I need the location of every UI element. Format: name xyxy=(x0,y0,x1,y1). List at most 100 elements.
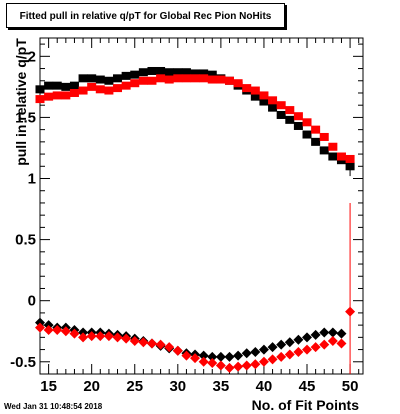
data-point-square xyxy=(224,76,234,85)
data-point-diamond xyxy=(293,334,304,345)
data-point-square xyxy=(87,74,97,83)
data-point-square xyxy=(164,68,174,77)
data-point-square xyxy=(121,81,131,90)
x-tick-label: 15 xyxy=(40,378,57,395)
data-point-diamond xyxy=(319,327,330,338)
data-point-square xyxy=(302,118,312,127)
data-point-diamond xyxy=(319,339,330,350)
data-point-square xyxy=(328,152,338,161)
data-point-diamond xyxy=(276,351,287,362)
data-point-square xyxy=(319,146,329,155)
x-tick-label: 50 xyxy=(342,378,359,395)
data-point-diamond xyxy=(327,327,338,338)
data-point-square xyxy=(199,74,209,83)
data-point-diamond xyxy=(224,362,235,373)
chart-tick-labels: 15 20 25 30 35 40 45 50 -0.5 0 0.5 1 1.5 2 xyxy=(10,48,358,395)
data-point-diamond xyxy=(284,337,295,348)
chart-title-box: Fitted pull in relative q/pT for Global … xyxy=(6,3,285,28)
data-point-square xyxy=(173,68,183,77)
data-point-diamond xyxy=(302,332,313,343)
data-point-diamond xyxy=(138,337,149,348)
data-point-square xyxy=(302,130,312,139)
data-point-square xyxy=(181,68,191,77)
data-point-diamond xyxy=(172,345,183,356)
data-point-square xyxy=(95,85,105,94)
data-point-diamond xyxy=(258,356,269,367)
data-point-diamond xyxy=(69,328,80,339)
data-point-square xyxy=(328,142,338,151)
data-point-square xyxy=(156,74,166,83)
data-point-diamond xyxy=(267,342,278,353)
data-point-square xyxy=(233,79,243,88)
data-point-square xyxy=(173,74,183,83)
plot-frame xyxy=(39,37,364,375)
chart-axes xyxy=(39,37,364,375)
data-point-diamond xyxy=(310,342,321,353)
data-point-square xyxy=(207,70,217,79)
data-point-diamond xyxy=(95,331,106,342)
data-point-diamond xyxy=(35,322,45,333)
x-tick-label: 25 xyxy=(126,378,143,395)
y-tick-label: 0.5 xyxy=(15,232,36,249)
chart-data-marks xyxy=(35,66,356,373)
data-point-square xyxy=(293,121,303,130)
data-point-square xyxy=(61,91,71,100)
data-point-square xyxy=(181,74,191,83)
y-tick-label: 0 xyxy=(28,293,36,310)
data-point-square xyxy=(147,66,157,75)
data-point-diamond xyxy=(215,351,226,362)
data-point-diamond xyxy=(310,329,321,340)
data-point-square xyxy=(78,86,88,95)
data-point-diamond xyxy=(215,360,226,371)
data-point-diamond xyxy=(60,326,71,337)
data-point-diamond xyxy=(181,350,192,361)
data-point-diamond xyxy=(336,338,347,349)
data-point-square xyxy=(199,69,209,78)
data-point-diamond xyxy=(103,331,114,342)
data-point-square xyxy=(113,74,123,83)
x-tick-label: 20 xyxy=(83,378,100,395)
data-point-diamond xyxy=(284,349,295,360)
data-point-square xyxy=(207,75,217,84)
y-tick-label: 1 xyxy=(28,171,36,188)
data-point-diamond xyxy=(207,351,218,362)
data-point-square xyxy=(259,91,269,100)
data-point-square xyxy=(345,162,355,171)
data-point-diamond xyxy=(190,353,201,364)
data-point-square xyxy=(164,75,174,84)
data-point-square xyxy=(69,88,79,97)
data-point-diamond xyxy=(198,350,209,361)
y-axis-label: pull in relative q/pT xyxy=(13,38,29,166)
data-point-diamond xyxy=(78,332,89,343)
data-point-square xyxy=(276,101,286,110)
data-point-diamond xyxy=(250,347,261,358)
x-tick-label: 40 xyxy=(256,378,273,395)
data-point-diamond xyxy=(241,348,252,359)
data-point-diamond xyxy=(250,359,261,370)
data-point-diamond xyxy=(293,347,304,358)
data-point-square xyxy=(259,97,269,106)
data-point-square xyxy=(336,152,346,161)
data-point-square xyxy=(156,66,166,75)
data-point-diamond xyxy=(86,331,97,342)
data-point-square xyxy=(61,82,71,91)
data-point-square xyxy=(78,74,88,83)
chart-title: Fitted pull in relative q/pT for Global … xyxy=(19,11,272,22)
data-point-square xyxy=(319,132,329,141)
data-point-square xyxy=(250,86,260,95)
data-point-square xyxy=(130,70,140,79)
data-point-square xyxy=(276,110,286,119)
data-point-square xyxy=(104,76,114,85)
data-point-diamond xyxy=(276,339,287,350)
data-point-square xyxy=(311,137,321,146)
data-point-square xyxy=(138,68,148,77)
data-point-diamond xyxy=(155,339,166,350)
data-point-square xyxy=(52,81,62,90)
data-point-diamond xyxy=(258,344,269,355)
data-point-diamond xyxy=(345,306,356,317)
data-point-square xyxy=(285,115,295,124)
data-point-square xyxy=(52,91,62,100)
x-tick-label: 30 xyxy=(169,378,186,395)
data-point-square xyxy=(104,86,114,95)
x-axis-label: No. of Fit Points xyxy=(251,397,359,413)
